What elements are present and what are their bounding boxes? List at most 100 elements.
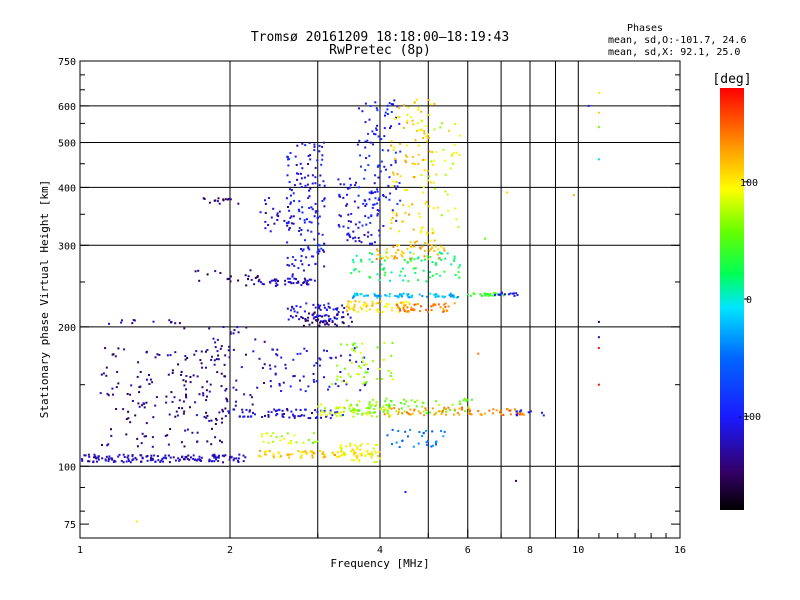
- data-point: [377, 454, 379, 457]
- data-point: [409, 244, 412, 247]
- data-point: [143, 406, 146, 409]
- data-point: [356, 457, 358, 459]
- data-point: [356, 448, 358, 451]
- data-point: [414, 163, 416, 165]
- data-point: [322, 180, 325, 183]
- data-point: [253, 283, 256, 286]
- data-point: [313, 143, 316, 146]
- data-point: [429, 271, 431, 274]
- data-point: [307, 385, 310, 388]
- colorbar: [720, 88, 744, 510]
- data-point: [373, 408, 376, 410]
- data-point: [367, 411, 370, 414]
- data-point: [428, 249, 431, 252]
- data-point: [347, 306, 350, 309]
- data-point: [383, 259, 386, 262]
- data-point: [523, 413, 525, 416]
- data-point: [458, 134, 461, 137]
- data-point: [433, 128, 436, 131]
- y-tick-label: 400: [58, 183, 76, 194]
- data-point: [360, 293, 363, 296]
- x-axis-label: Frequency [MHz]: [330, 557, 429, 570]
- data-point: [405, 154, 407, 157]
- data-point: [300, 248, 302, 250]
- data-point: [212, 337, 215, 340]
- data-point: [320, 410, 323, 413]
- data-point: [499, 294, 502, 297]
- data-point: [209, 383, 212, 386]
- data-point: [269, 367, 272, 370]
- data-point: [305, 256, 308, 259]
- data-point: [340, 444, 343, 447]
- data-point: [469, 294, 472, 297]
- data-point: [153, 454, 156, 457]
- data-point: [395, 214, 398, 217]
- data-point: [410, 306, 413, 309]
- data-point: [455, 218, 458, 221]
- data-point: [300, 284, 303, 287]
- data-point: [349, 354, 352, 357]
- data-point: [334, 323, 337, 326]
- data-point: [431, 304, 434, 307]
- data-point: [303, 310, 306, 313]
- data-point: [353, 306, 356, 309]
- data-point: [442, 148, 445, 151]
- data-point: [420, 227, 423, 230]
- data-point: [343, 183, 346, 186]
- data-point: [214, 346, 217, 349]
- data-point: [455, 151, 458, 154]
- data-point: [314, 409, 317, 412]
- data-point: [189, 376, 192, 378]
- data-point: [491, 412, 494, 415]
- data-point: [445, 309, 448, 312]
- data-point: [303, 277, 306, 280]
- data-point: [443, 406, 446, 409]
- data-point: [367, 216, 370, 219]
- data-point: [406, 144, 408, 147]
- data-point: [445, 408, 447, 411]
- data-point: [274, 372, 277, 375]
- data-point: [283, 219, 286, 222]
- data-point: [232, 348, 235, 351]
- data-point: [428, 150, 431, 153]
- data-point: [182, 400, 185, 403]
- data-point: [363, 376, 365, 379]
- data-point: [237, 279, 240, 282]
- data-point: [375, 415, 378, 418]
- data-point: [357, 194, 360, 197]
- data-point: [321, 145, 324, 148]
- data-point: [216, 371, 219, 374]
- data-point: [385, 303, 388, 305]
- data-point: [213, 453, 216, 456]
- data-point: [294, 155, 297, 158]
- data-point: [263, 450, 266, 453]
- data-point: [298, 227, 301, 230]
- data-point: [357, 206, 360, 209]
- data-point: [405, 161, 407, 164]
- data-point: [459, 403, 461, 405]
- data-point: [213, 456, 216, 459]
- data-point: [286, 241, 289, 244]
- data-point: [379, 170, 382, 173]
- data-point: [401, 255, 404, 258]
- data-point: [206, 414, 209, 417]
- data-point: [264, 199, 266, 202]
- data-point: [327, 305, 330, 308]
- data-point: [352, 230, 355, 233]
- data-point: [413, 408, 416, 411]
- data-point: [154, 460, 157, 463]
- data-point: [347, 213, 350, 216]
- data-point: [422, 269, 425, 272]
- data-point: [390, 111, 393, 113]
- data-point: [396, 202, 399, 205]
- data-point: [323, 314, 326, 317]
- data-point: [361, 224, 364, 227]
- data-point: [453, 408, 456, 411]
- data-point: [354, 268, 357, 270]
- data-point: [447, 305, 450, 308]
- data-point: [368, 191, 371, 194]
- data-point: [178, 459, 181, 462]
- data-point: [597, 336, 600, 339]
- data-point: [157, 459, 160, 462]
- data-point: [439, 306, 442, 309]
